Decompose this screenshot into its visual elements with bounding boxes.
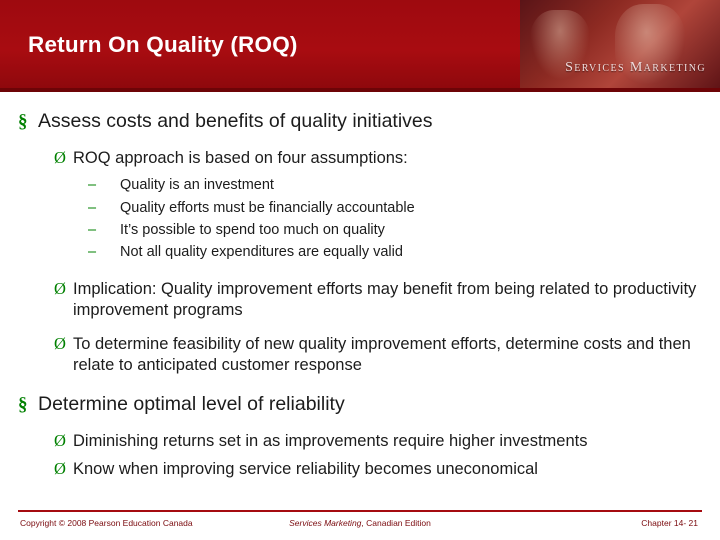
bullet-item-level3: – Not all quality expenditures are equal… [88,243,720,261]
bullet-item-level2: Ø Know when improving service reliabilit… [54,459,720,479]
bullet-item-level2: Ø To determine feasibility of new qualit… [54,334,720,375]
bullet-item-level2: Ø Implication: Quality improvement effor… [54,279,720,320]
bullet-text: Not all quality expenditures are equally… [120,244,403,261]
bullet-text: It’s possible to spend too much on quali… [120,221,385,238]
bullet-text: Know when improving service reliability … [73,460,538,479]
slide-footer: Copyright © 2008 Pearson Education Canad… [0,510,720,540]
spacer [0,134,720,148]
arrow-bullet-icon: Ø [54,430,66,450]
page-title: Return On Quality (ROQ) [28,32,298,57]
header-underline [0,88,720,92]
brand-logo: Services Marketing [565,60,706,75]
bullet-item-level3: – Quality is an investment [88,176,720,194]
bullet-text: Quality is an investment [120,177,274,194]
header-photo-image [520,0,720,92]
bullet-text: Assess costs and benefits of quality ini… [38,110,433,132]
footer-book-title-italic: Services Marketing [289,518,362,528]
header-background [0,0,520,92]
bullet-item-level2: Ø ROQ approach is based on four assumpti… [54,148,720,168]
footer-copyright: Copyright © 2008 Pearson Education Canad… [20,518,193,528]
bullet-item-level1: § Assess costs and benefits of quality i… [18,110,720,134]
bullet-text: Determine optimal level of reliability [38,393,345,416]
slide-header: Return On Quality (ROQ) Services Marketi… [0,0,720,92]
bullet-item-level3: – Quality efforts must be financially ac… [88,199,720,217]
slide-body: § Assess costs and benefits of quality i… [0,92,720,510]
footer-book-title: Services Marketing, Canadian Edition [289,518,431,528]
spacer [0,451,720,459]
dash-bullet-icon: – [88,199,97,216]
bullet-text: Implication: Quality improvement efforts… [73,280,697,319]
spacer [0,417,720,431]
bullet-text: Diminishing returns set in as improvemen… [73,431,588,450]
dash-bullet-icon: – [88,177,97,194]
spacer [0,92,720,110]
bullet-item-level3: – It’s possible to spend too much on qua… [88,221,720,239]
bullet-text: To determine feasibility of new quality … [73,335,691,374]
dash-bullet-icon: – [88,244,97,261]
section-bullet-icon: § [18,394,28,416]
bullet-item-level2: Ø Diminishing returns set in as improvem… [54,431,720,451]
footer-book-edition: , Canadian Edition [361,518,431,528]
arrow-bullet-icon: Ø [54,279,66,299]
bullet-text: Quality efforts must be financially acco… [120,199,415,216]
spacer [0,168,720,176]
arrow-bullet-icon: Ø [54,459,66,479]
arrow-bullet-icon: Ø [54,334,66,354]
dash-bullet-icon: – [88,221,97,238]
footer-divider [18,510,702,512]
spacer [0,320,720,334]
footer-chapter-number: Chapter 14- 21 [641,518,698,528]
bullet-item-level1: § Determine optimal level of reliability [18,393,720,417]
spacer [0,261,720,279]
bullet-text: ROQ approach is based on four assumption… [73,148,408,167]
arrow-bullet-icon: Ø [54,147,66,167]
section-bullet-icon: § [18,111,28,132]
spacer [0,375,720,393]
